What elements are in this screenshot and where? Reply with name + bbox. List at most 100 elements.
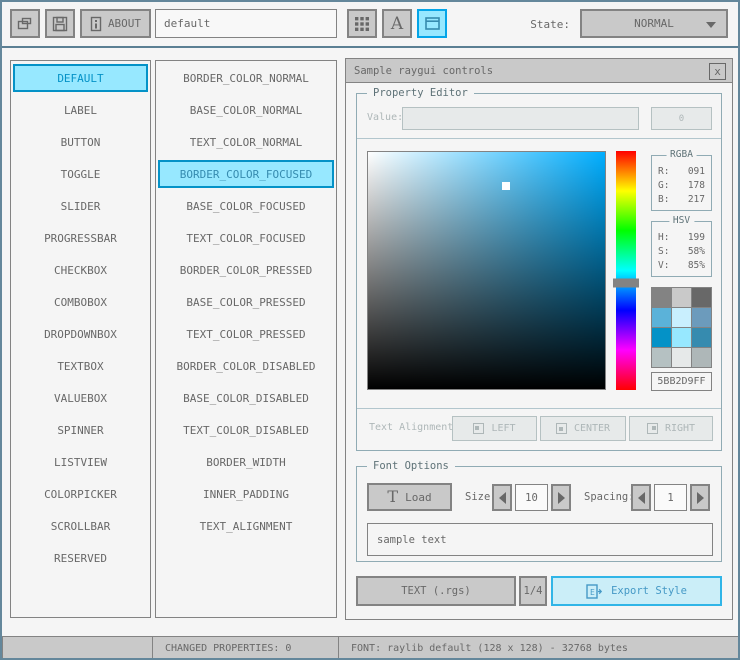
- control-item-checkbox[interactable]: CHECKBOX: [54, 263, 107, 277]
- svg-text:E: E: [590, 588, 595, 597]
- property-item-base_color_pressed[interactable]: BASE_COLOR_PRESSED: [186, 295, 306, 309]
- window-preview-toggle[interactable]: [417, 9, 447, 38]
- property-item-text_color_disabled[interactable]: TEXT_COLOR_DISABLED: [183, 423, 309, 437]
- property-item-border_color_pressed[interactable]: BORDER_COLOR_PRESSED: [179, 263, 313, 277]
- close-icon: x: [714, 65, 721, 78]
- property-item-text_color_normal[interactable]: TEXT_COLOR_NORMAL: [189, 135, 303, 149]
- window-titlebar[interactable]: Sample raygui controls: [346, 59, 732, 83]
- color-picker-cursor[interactable]: [502, 181, 511, 190]
- align-left-button: LEFT: [452, 416, 537, 441]
- property-item-base_color_normal[interactable]: BASE_COLOR_NORMAL: [189, 103, 303, 117]
- property-item-text_color_pressed[interactable]: TEXT_COLOR_PRESSED: [186, 327, 306, 341]
- style-name-input[interactable]: [155, 9, 337, 38]
- export-file-icon: E: [586, 583, 603, 599]
- export-style-button[interactable]: E Export Style: [551, 576, 722, 606]
- property-item-border_color_disabled[interactable]: BORDER_COLOR_DISABLED: [176, 359, 316, 373]
- state-dropdown-value: NORMAL: [634, 17, 674, 30]
- open-file-button[interactable]: [10, 9, 40, 38]
- property-item-base_color_focused[interactable]: BASE_COLOR_FOCUSED: [186, 199, 306, 213]
- rgba-row-r: R: 091: [658, 166, 705, 177]
- export-format-button[interactable]: TEXT (.rgs): [356, 576, 516, 606]
- hsv-row-s: S: 58%: [658, 246, 705, 257]
- rgba-group: RGBA R: 091 G: 178 B: 217: [651, 149, 712, 211]
- control-item-progressbar[interactable]: PROGRESSBAR: [44, 231, 117, 245]
- rgba-group-label: RGBA: [666, 149, 697, 160]
- style-color-swatch: [652, 288, 671, 307]
- style-color-swatch: [692, 308, 711, 327]
- size-decrease-button[interactable]: [492, 484, 512, 511]
- property-item-inner_padding[interactable]: INNER_PADDING: [202, 487, 290, 501]
- statusbar-font-info: FONT: raylib default (128 x 128) - 32768…: [338, 636, 738, 658]
- property-item-text_color_focused[interactable]: TEXT_COLOR_FOCUSED: [186, 231, 306, 245]
- hue-slider-handle[interactable]: [613, 278, 639, 288]
- control-item-reserved[interactable]: RESERVED: [54, 551, 107, 565]
- control-item-valuebox[interactable]: VALUEBOX: [54, 391, 107, 405]
- property-item-text_alignment[interactable]: TEXT_ALIGNMENT: [199, 519, 293, 533]
- align-center-button: CENTER: [540, 416, 626, 441]
- letter-a-icon: A: [390, 13, 404, 34]
- arrow-right-icon: [696, 491, 704, 504]
- property-editor-group-label: Property Editor: [367, 87, 474, 99]
- hsv-group-label: HSV: [668, 215, 695, 226]
- style-color-swatch: [652, 308, 671, 327]
- color-picker-panel[interactable]: [367, 151, 606, 390]
- font-options-group-label: Font Options: [367, 460, 455, 472]
- edit-style-mode-button[interactable]: [347, 9, 377, 38]
- size-value-box[interactable]: 10: [515, 484, 548, 511]
- property-item-border_color_normal[interactable]: BORDER_COLOR_NORMAL: [183, 71, 309, 85]
- style-color-swatch: [672, 348, 691, 367]
- state-dropdown[interactable]: NORMAL: [580, 9, 728, 38]
- about-button[interactable]: ABOUT: [80, 9, 151, 38]
- property-item-base_color_disabled[interactable]: BASE_COLOR_DISABLED: [183, 391, 309, 405]
- value-spinner-button: 0: [651, 107, 712, 130]
- style-color-swatch: [692, 288, 711, 307]
- font-mode-button[interactable]: A: [382, 9, 412, 38]
- style-color-swatch: [672, 308, 691, 327]
- control-item-combobox[interactable]: COMBOBOX: [54, 295, 107, 309]
- spacing-decrease-button[interactable]: [631, 484, 651, 511]
- control-item-toggle[interactable]: TOGGLE: [60, 167, 101, 181]
- style-color-swatch: [692, 328, 711, 347]
- chevron-down-icon: [706, 22, 716, 28]
- control-item-slider[interactable]: SLIDER: [60, 199, 101, 213]
- close-window-button[interactable]: x: [709, 63, 726, 80]
- grid-icon: [355, 16, 369, 31]
- arrow-left-icon: [498, 491, 506, 504]
- hex-value-input[interactable]: 5BB2D9FF: [651, 372, 712, 391]
- window-title: Sample raygui controls: [354, 64, 494, 77]
- control-item-label[interactable]: LABEL: [63, 103, 98, 117]
- rgba-row-b: B: 217: [658, 194, 705, 205]
- control-item-button[interactable]: BUTTON: [60, 135, 101, 149]
- load-font-button[interactable]: T Load: [367, 483, 452, 511]
- size-increase-button[interactable]: [551, 484, 571, 511]
- folder-open-icon: [17, 16, 33, 31]
- style-color-swatch: [672, 288, 691, 307]
- property-item-border_color_focused[interactable]: BORDER_COLOR_FOCUSED: [158, 160, 334, 188]
- state-label: State:: [530, 18, 570, 31]
- save-file-button[interactable]: [45, 9, 75, 38]
- align-left-icon: [473, 423, 485, 434]
- value-label: Value:: [367, 112, 404, 123]
- spacing-increase-button[interactable]: [690, 484, 710, 511]
- toolbar: ABOUT A State: NORMA: [2, 2, 738, 48]
- properties-listview: BORDER_COLOR_NORMAL BASE_COLOR_NORMAL TEXT…: [155, 60, 337, 618]
- window-icon: [424, 17, 440, 30]
- control-item-spinner[interactable]: SPINNER: [57, 423, 104, 437]
- control-item-dropdownbox[interactable]: DROPDOWNBOX: [44, 327, 117, 341]
- control-item-scrollbar[interactable]: SCROLLBAR: [50, 519, 111, 533]
- toolbar-divider: [2, 46, 738, 48]
- control-item-listview[interactable]: LISTVIEW: [54, 455, 107, 469]
- spacing-label: Spacing:: [584, 491, 635, 503]
- property-editor-group: Property Editor Value: 0 RGBA R: 091 G: 17…: [356, 87, 722, 451]
- about-button-label: ABOUT: [107, 17, 142, 30]
- controls-listview: DEFAULT LABEL BUTTON TOGGLE SLIDER PROGRESSBA…: [10, 60, 151, 618]
- export-format-pager[interactable]: 1/4: [519, 576, 547, 606]
- sample-text-input[interactable]: sample text: [367, 523, 713, 556]
- property-item-border_width[interactable]: BORDER_WIDTH: [206, 455, 286, 469]
- control-item-colorpicker[interactable]: COLORPICKER: [44, 487, 117, 501]
- spacing-value-box[interactable]: 1: [654, 484, 687, 511]
- control-item-default[interactable]: DEFAULT: [13, 64, 148, 92]
- control-item-textbox[interactable]: TEXTBOX: [57, 359, 104, 373]
- arrow-left-icon: [637, 491, 645, 504]
- hue-bar[interactable]: [613, 151, 639, 390]
